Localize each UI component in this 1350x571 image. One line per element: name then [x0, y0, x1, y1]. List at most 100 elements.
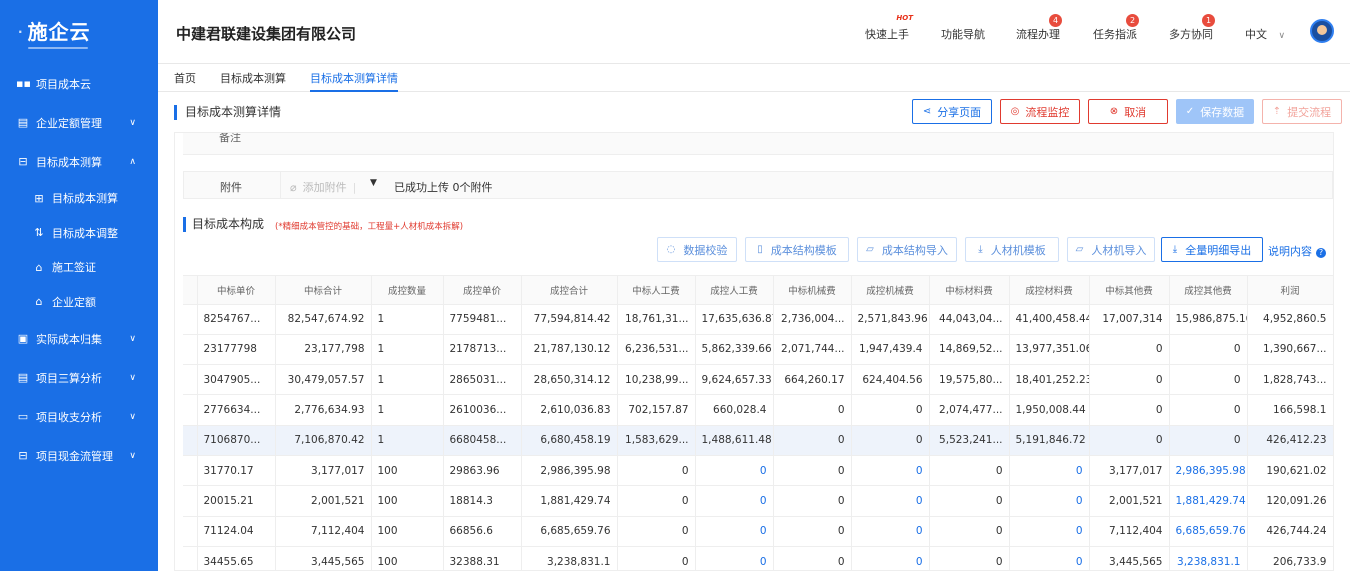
rcj-import-button[interactable]: ▱ 人材机导入: [1067, 237, 1155, 262]
app-logo[interactable]: · 施企云: [0, 0, 158, 64]
table-row[interactable]: 7106870... 7,106,870.42 1 6680458... 6,680,4…: [183, 425, 1333, 456]
table-cell: 0: [1009, 485, 1090, 517]
column-header[interactable]: 中标人工费: [617, 276, 696, 305]
table-cell: 0: [1009, 546, 1090, 570]
sidebar-item[interactable]: ▪▪ 项目成本云: [0, 64, 158, 103]
table-row[interactable]: 2776634... 2,776,634.93 1 2610036... 2,610,0…: [183, 394, 1333, 426]
column-header[interactable]: 中标其他费: [1089, 276, 1170, 305]
column-header[interactable]: 成控合计: [521, 276, 618, 305]
tab-target-cost[interactable]: 目标成本测算: [220, 72, 286, 85]
table-cell: 1,947,439.4: [851, 334, 930, 366]
sidebar-item[interactable]: ⌂ 施工签证: [0, 250, 158, 285]
table-cell: 34455.65: [197, 546, 276, 570]
rcj-template-button[interactable]: ⤓ 人材机模板: [965, 237, 1059, 262]
tab-target-cost-detail[interactable]: 目标成本测算详情: [310, 70, 398, 92]
table-cell: 21,787,130.12: [521, 334, 618, 366]
sidebar-item[interactable]: ⊞ 目标成本测算: [0, 181, 158, 216]
table-header-row: 中标单价 中标合计 成控数量 成控单价 成控合计 中标人工费 成控人工费 中标机械费 成控机械费…: [183, 276, 1333, 305]
hot-badge: HOT: [896, 14, 913, 22]
table-cell: 100: [371, 546, 444, 570]
column-header[interactable]: 中标材料费: [929, 276, 1010, 305]
sidebar-item[interactable]: ▤ 企业定额管理 ∨: [0, 103, 158, 142]
notification-badge: 2: [1126, 14, 1139, 27]
header-nav-item[interactable]: 流程办理 4: [1016, 14, 1062, 42]
table-cell: 3,177,017: [275, 455, 372, 487]
table-cell: 0: [851, 394, 930, 426]
sidebar-item[interactable]: ⌂ 企业定额: [0, 285, 158, 320]
company-name: 中建君联建设集团有限公司: [176, 25, 357, 43]
cost-template-label: 成本结构模板: [770, 243, 837, 257]
add-attachment-button[interactable]: ⌀ 添加附件 |: [290, 181, 357, 194]
cost-import-button[interactable]: ▱ 成本结构导入: [857, 237, 957, 262]
column-header[interactable]: 中标合计: [275, 276, 372, 305]
header-nav-label: 功能导航: [941, 28, 985, 41]
sidebar-item-label: 项目三算分析: [36, 371, 102, 385]
sidebar-item[interactable]: ⇅ 目标成本调整: [0, 216, 158, 251]
explain-link[interactable]: 说明内容?: [1268, 243, 1326, 259]
save-button[interactable]: ✓ 保存数据: [1176, 99, 1254, 124]
process-monitor-button[interactable]: ◎ 流程监控: [1000, 99, 1080, 124]
table-cell: 32388.31: [443, 546, 522, 570]
remark-label: 备注: [219, 132, 241, 144]
table-row[interactable]: 71124.04 7,112,404 100 66856.6 6,685,659.76 0…: [183, 516, 1333, 547]
check-circle-icon: ✓: [1185, 106, 1195, 117]
column-header[interactable]: 中标单价: [197, 276, 276, 305]
header-nav-item[interactable]: 功能导航: [941, 26, 985, 42]
table-row[interactable]: 20015.21 2,001,521 100 18814.3 1,881,429.74 0…: [183, 485, 1333, 517]
table-row[interactable]: 31770.17 3,177,017 100 29863.96 2,986,395.98…: [183, 455, 1333, 487]
table-cell: 426,744.24: [1247, 516, 1333, 547]
table-cell: 6680458...: [443, 425, 522, 456]
column-header[interactable]: 成控单价: [443, 276, 522, 305]
table-cell: 2,071,744...: [773, 334, 852, 366]
sidebar-item[interactable]: ⊟ 目标成本测算 ∧: [0, 142, 158, 181]
table-cell: 664,260.17: [773, 364, 852, 396]
sidebar-item[interactable]: ▤ 项目三算分析 ∨: [0, 358, 158, 397]
validate-button[interactable]: ◌ 数据校验: [657, 237, 737, 262]
stamp-icon: ⌂: [35, 260, 43, 274]
column-header[interactable]: 成控机械费: [851, 276, 930, 305]
table-row[interactable]: 3047905... 30,479,057.57 1 2865031... 28,650…: [183, 364, 1333, 396]
header-nav-item[interactable]: 快速上手 HOT: [865, 14, 913, 42]
table-row[interactable]: 23177798 23,177,798 1 2178713... 21,787,130.…: [183, 334, 1333, 366]
add-attachment-label: 添加附件: [302, 181, 347, 194]
table-cell: 31770.17: [197, 455, 276, 487]
table-cell: 30,479,057.57: [275, 364, 372, 396]
section-note: (*精细成本管控的基础，工程量+人材机成本拆解): [275, 222, 464, 232]
export-all-button[interactable]: ⤓ 全量明细导出: [1161, 237, 1263, 262]
table-cell: 166,598.1: [1247, 394, 1333, 426]
sidebar-item[interactable]: ▣ 实际成本归集 ∨: [0, 319, 158, 358]
column-header[interactable]: 中标机械费: [773, 276, 852, 305]
table-row[interactable]: 34455.65 3,445,565 100 32388.31 3,238,831.1 0…: [183, 546, 1333, 570]
submit-process-button[interactable]: ⇡ 提交流程: [1262, 99, 1342, 124]
cost-template-button[interactable]: ▯ 成本结构模板: [745, 237, 849, 262]
user-avatar[interactable]: [1310, 19, 1334, 43]
share-button[interactable]: ⋖ 分享页面: [912, 99, 992, 124]
column-header[interactable]: 成控数量: [371, 276, 444, 305]
sidebar-item-label: 项目成本云: [36, 77, 91, 91]
sidebar-item[interactable]: ▭ 项目收支分析 ∨: [0, 397, 158, 436]
table-cell: 0: [695, 485, 774, 517]
header-nav-item[interactable]: 任务指派 2: [1093, 14, 1139, 42]
table-cell: 2178713...: [443, 334, 522, 366]
column-header[interactable]: 成控其他费: [1169, 276, 1248, 305]
table-row[interactable]: 8254767... 82,547,674.92 1 7759481... 77,594…: [183, 304, 1333, 335]
column-header[interactable]: 成控材料费: [1009, 276, 1090, 305]
caret-down-icon[interactable]: ▼: [370, 178, 377, 188]
sidebar-item[interactable]: ⊟ 项目现金流管理 ∨: [0, 436, 158, 475]
row-gutter: [183, 364, 198, 396]
table-cell: 7,112,404: [1089, 516, 1170, 547]
tab-home[interactable]: 首页: [174, 72, 196, 85]
table-cell: 71124.04: [197, 516, 276, 547]
page-tabs: 首页 目标成本测算 目标成本测算详情: [158, 64, 1350, 92]
column-header[interactable]: 成控人工费: [695, 276, 774, 305]
rcj-import-label: 人材机导入: [1091, 243, 1147, 257]
column-header[interactable]: 利润: [1247, 276, 1333, 305]
table-cell: 0: [773, 516, 852, 547]
header-nav-item[interactable]: 多方协同 1: [1169, 14, 1215, 42]
row-gutter: [183, 394, 198, 426]
language-switcher[interactable]: 中文 ∨: [1245, 26, 1285, 42]
submit-label: 提交流程: [1287, 105, 1332, 119]
row-gutter: [183, 546, 198, 570]
cancel-button[interactable]: ⊗ 取消: [1088, 99, 1168, 124]
table-cell: 2,986,395.98: [521, 455, 618, 487]
